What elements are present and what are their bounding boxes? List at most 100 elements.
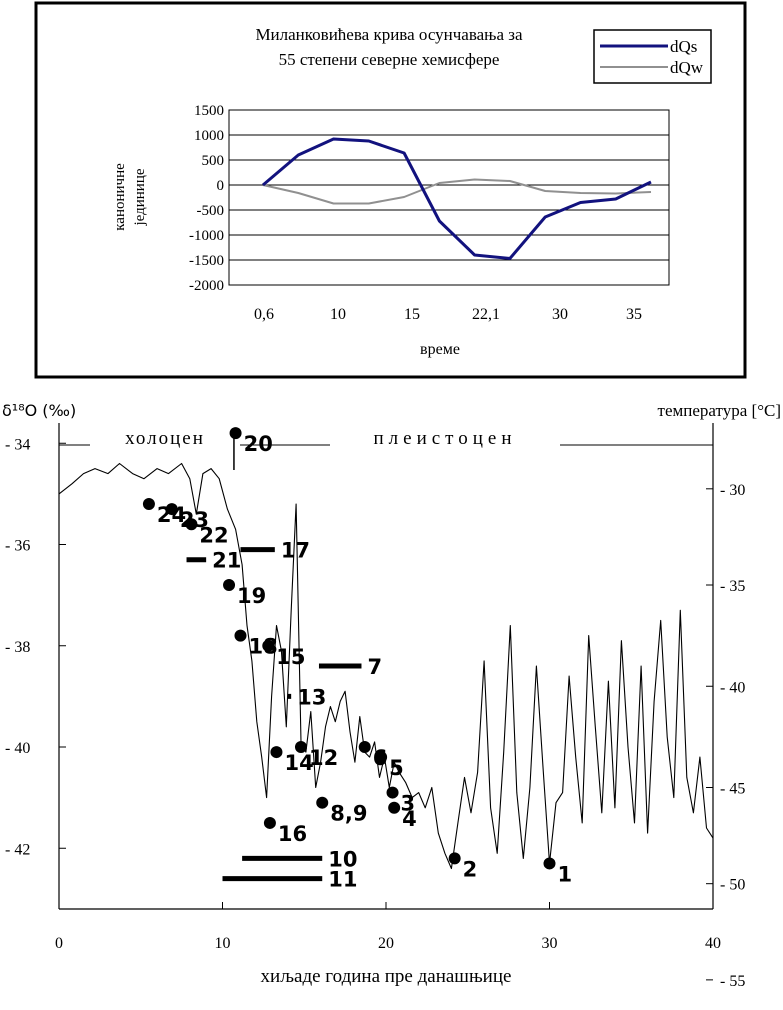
right-tick-label: - 55 xyxy=(720,973,745,990)
sample-label-5: 5 xyxy=(389,756,404,780)
milankovitch-chart: Миланковићева крива осунчавања за 55 сте… xyxy=(34,1,747,379)
top-x-tick-label: 22,1 xyxy=(472,306,500,323)
top-y-tick-label: -1000 xyxy=(189,228,224,244)
left-tick-labels: - 34 - 36 - 38 - 40 - 42 xyxy=(5,436,66,858)
range-label-17: 17 xyxy=(281,539,310,563)
sample-point-3 xyxy=(386,786,399,799)
top-plot-area xyxy=(228,109,670,286)
top-x-tick-label: 0,6 xyxy=(254,306,274,323)
range-label-7: 7 xyxy=(367,655,382,679)
left-tick-label: - 42 xyxy=(5,841,30,858)
left-tick-label: - 34 xyxy=(5,436,30,453)
sample-label-14: 14 xyxy=(284,751,313,775)
top-ylabel-line-1: каноничне xyxy=(112,163,128,231)
sample-label-16: 16 xyxy=(278,822,307,846)
top-x-tick-label: 30 xyxy=(552,306,568,323)
right-tick-label: - 40 xyxy=(720,679,745,696)
left-tick-label: - 36 xyxy=(5,538,30,555)
sample-label-3: 3 xyxy=(401,792,416,816)
top-y-tick-labels: 1500 1000 500 0 -500 -1000 -1500 -2000 xyxy=(189,103,224,294)
x-tick-labels: 0 10 20 30 40 xyxy=(55,902,721,952)
series-line-dqw xyxy=(262,178,652,205)
sample-label-1: 1 xyxy=(558,862,573,886)
top-ylabel-line-2: јединице xyxy=(132,168,148,226)
holocene-label: холоцен xyxy=(125,428,205,449)
sample-point-24 xyxy=(142,498,155,510)
x-tick-label: 40 xyxy=(705,935,721,952)
sample-point-8-9 xyxy=(316,796,329,809)
top-y-tick-label: -2000 xyxy=(189,278,224,294)
sample-label-20: 20 xyxy=(244,432,273,456)
x-tick-label: 30 xyxy=(542,935,558,952)
top-chart-title-line-2: 55 степени северне хемисфере xyxy=(279,50,500,69)
holocene-label-bg xyxy=(90,428,240,452)
top-chart-xlabel: време xyxy=(420,341,460,358)
top-chart-title-line-1: Миланковићева крива осунчавања за xyxy=(255,25,523,44)
sample-point-15 xyxy=(262,639,275,652)
sample-point-12 xyxy=(294,741,307,753)
left-axis-label: δ¹⁸O (‰) xyxy=(2,401,76,420)
top-y-tick-label: 1000 xyxy=(194,128,224,144)
pleistocene-label-bg xyxy=(330,428,560,452)
period-header: холоцен плеистоцен xyxy=(59,428,713,452)
top-y-tick-label: 500 xyxy=(202,153,225,169)
sample-label-24: 24 xyxy=(157,503,186,527)
top-chart-ylabel: каноничне јединице xyxy=(112,163,148,231)
bottom-xlabel: хиљаде година пре данашњице xyxy=(261,966,512,987)
range-label-21: 21 xyxy=(212,549,241,573)
top-x-tick-label: 15 xyxy=(404,306,420,323)
legend-box xyxy=(593,29,712,84)
sample-point-6 xyxy=(358,741,371,753)
sample-label-18: 18 xyxy=(248,635,277,659)
series-line-dqs xyxy=(262,137,652,260)
range-label-13: 13 xyxy=(297,685,326,709)
sample-point-5 xyxy=(375,751,388,764)
right-axis-label: температура [°C] xyxy=(658,401,781,420)
ice-core-chart: δ¹⁸O (‰) температура [°C] холоцен плеист… xyxy=(2,401,781,990)
sample-point-18 xyxy=(234,629,247,642)
sample-point-1 xyxy=(543,857,556,870)
sample-point-19 xyxy=(223,579,236,591)
top-x-tick-label: 10 xyxy=(330,306,346,323)
top-y-tick-label: -500 xyxy=(197,203,225,219)
x-tick-label: 10 xyxy=(215,935,231,952)
sample-label-12: 12 xyxy=(309,746,338,770)
top-x-tick-label: 35 xyxy=(626,306,642,323)
sample-label-22: 22 xyxy=(199,523,228,547)
legend-label-dqw: dQw xyxy=(670,58,704,77)
sample-point-22 xyxy=(185,518,198,531)
top-grid xyxy=(229,109,669,286)
right-tick-label: - 35 xyxy=(720,578,745,595)
sample-point-2 xyxy=(448,852,461,865)
left-tick-label: - 38 xyxy=(5,639,30,656)
x-tick-label: 0 xyxy=(55,935,63,952)
right-tick-label: - 30 xyxy=(720,482,745,499)
sample-point-16 xyxy=(263,816,276,829)
sample-label-15: 15 xyxy=(276,645,305,669)
top-chart-legend: dQs dQw xyxy=(593,29,712,84)
delta-o18-series xyxy=(58,462,714,870)
top-y-tick-label: 0 xyxy=(217,178,225,194)
top-x-tick-labels: 0,6 10 15 22,1 30 35 xyxy=(254,306,642,323)
sample-label-23: 23 xyxy=(180,508,209,532)
delta-o18-line xyxy=(58,462,714,870)
sample-point-20 xyxy=(229,427,242,440)
top-y-tick-label: -1500 xyxy=(189,253,224,269)
x-tick-label: 20 xyxy=(378,935,394,952)
sample-label-8-9: 8,9 xyxy=(330,802,367,826)
sample-point-23 xyxy=(165,503,178,516)
sample-label-6: 6 xyxy=(373,746,388,770)
pleistocene-label: плеистоцен xyxy=(373,428,516,449)
sample-point-4 xyxy=(388,801,401,814)
top-y-tick-label: 1500 xyxy=(194,103,224,119)
sample-label-4: 4 xyxy=(402,807,417,831)
range-label-10: 10 xyxy=(328,847,357,871)
left-tick-label: - 40 xyxy=(5,740,30,757)
sample-label-2: 2 xyxy=(463,857,478,881)
top-series-lines xyxy=(262,137,652,260)
right-tick-label: - 50 xyxy=(720,877,745,894)
sample-label-19: 19 xyxy=(237,584,266,608)
